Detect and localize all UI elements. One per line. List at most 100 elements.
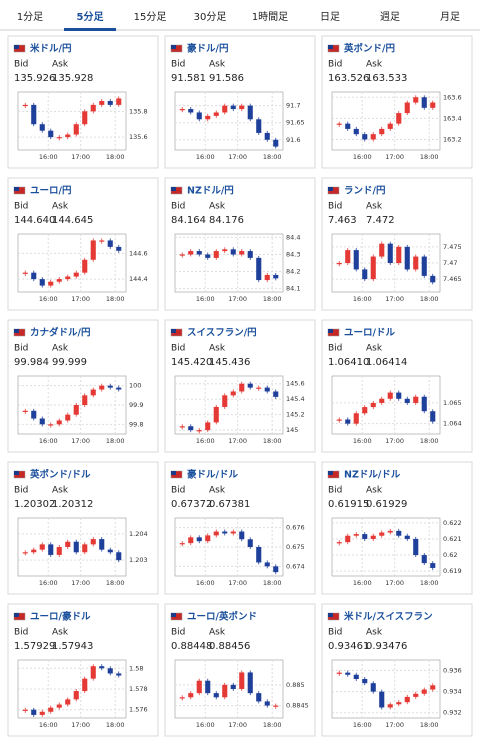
- candle: [56, 279, 62, 282]
- candle: [90, 539, 96, 545]
- candle: [264, 387, 270, 392]
- candle: [387, 704, 393, 708]
- y-tick-label: 1.576: [129, 706, 148, 714]
- candle: [430, 685, 436, 690]
- candle: [56, 137, 62, 139]
- bid-label: Bid: [14, 628, 28, 638]
- time-label: 16:00: [196, 579, 215, 587]
- time-label: 16:00: [353, 721, 372, 729]
- candle: [336, 123, 342, 125]
- chart-frame: [331, 517, 441, 577]
- tab[interactable]: 1分足: [17, 11, 43, 23]
- y-tick-label: 145.6: [286, 380, 305, 388]
- flag-canton: [328, 45, 333, 49]
- ask-label: Ask: [52, 628, 69, 638]
- candle: [421, 689, 427, 694]
- tab[interactable]: 1時間足: [252, 11, 288, 23]
- candle: [213, 251, 219, 258]
- candle: [73, 272, 79, 277]
- y-tick-label: 135.8: [129, 107, 148, 115]
- pair-title: スイスフラン/円: [187, 328, 257, 339]
- candle: [264, 132, 270, 140]
- time-label: 16:00: [39, 153, 58, 161]
- y-tick-label: 145.2: [286, 411, 305, 419]
- tab[interactable]: 月足: [440, 11, 460, 23]
- ask-label: Ask: [366, 60, 383, 70]
- bid-value: 1.06410: [328, 357, 369, 368]
- ask-label: Ask: [209, 60, 226, 70]
- candle: [230, 531, 236, 534]
- candle: [421, 256, 427, 276]
- time-label: 18:00: [263, 295, 282, 303]
- bid-value: 0.93461: [328, 641, 369, 652]
- tab[interactable]: 週足: [380, 11, 400, 23]
- time-label: 16:00: [196, 721, 215, 729]
- y-tick-label: 91.7: [286, 102, 300, 110]
- bid-label: Bid: [14, 202, 28, 212]
- ask-value: 1.06414: [366, 357, 407, 368]
- candle: [39, 711, 45, 715]
- candle: [404, 102, 410, 114]
- time-label: 16:00: [39, 437, 58, 445]
- time-label: 16:00: [353, 437, 372, 445]
- time-label: 18:00: [263, 579, 282, 587]
- candle: [48, 544, 54, 555]
- candle: [396, 702, 402, 705]
- ask-label: Ask: [52, 60, 69, 70]
- y-tick-label: 1.204: [129, 530, 148, 538]
- tab[interactable]: 15分足: [134, 11, 167, 23]
- y-tick-label: 1.578: [129, 685, 148, 693]
- time-label: 16:00: [39, 295, 58, 303]
- tab[interactable]: 30分足: [194, 11, 227, 23]
- y-tick-label: 0.622: [443, 519, 462, 527]
- candle: [22, 272, 28, 274]
- candle: [256, 547, 262, 563]
- ask-value: 145.436: [209, 357, 250, 368]
- flag-canton: [328, 187, 333, 191]
- chart-frame: [174, 659, 284, 719]
- ask-value: 1.57943: [52, 641, 93, 652]
- pair-title: ユーロ/円: [30, 186, 71, 197]
- y-tick-label: 0.62: [443, 551, 457, 559]
- chart-frame: [174, 91, 284, 151]
- candle: [336, 263, 342, 265]
- time-label: 18:00: [420, 579, 439, 587]
- candle: [39, 279, 45, 286]
- candle: [213, 406, 219, 423]
- candle: [353, 250, 359, 270]
- candle: [353, 674, 359, 679]
- ask-value: 0.93476: [366, 641, 407, 652]
- candle: [107, 385, 113, 388]
- ask-label: Ask: [366, 486, 383, 496]
- candle: [256, 257, 262, 281]
- y-tick-label: 163.6: [443, 93, 462, 101]
- tab[interactable]: 5分足: [77, 10, 105, 23]
- candle: [222, 684, 228, 698]
- y-tick-label: 0.675: [286, 543, 305, 551]
- pair-title: ユーロ/豪ドル: [30, 611, 91, 623]
- candle: [273, 566, 279, 573]
- y-tick-label: 7.47: [443, 259, 457, 267]
- y-tick-label: 0.619: [443, 567, 462, 575]
- tab[interactable]: 日足: [320, 11, 340, 23]
- pair-title: 豪ドル/ドル: [187, 469, 238, 481]
- candle: [22, 552, 28, 554]
- candle: [90, 389, 96, 396]
- candle: [222, 395, 228, 407]
- time-label: 18:00: [263, 721, 282, 729]
